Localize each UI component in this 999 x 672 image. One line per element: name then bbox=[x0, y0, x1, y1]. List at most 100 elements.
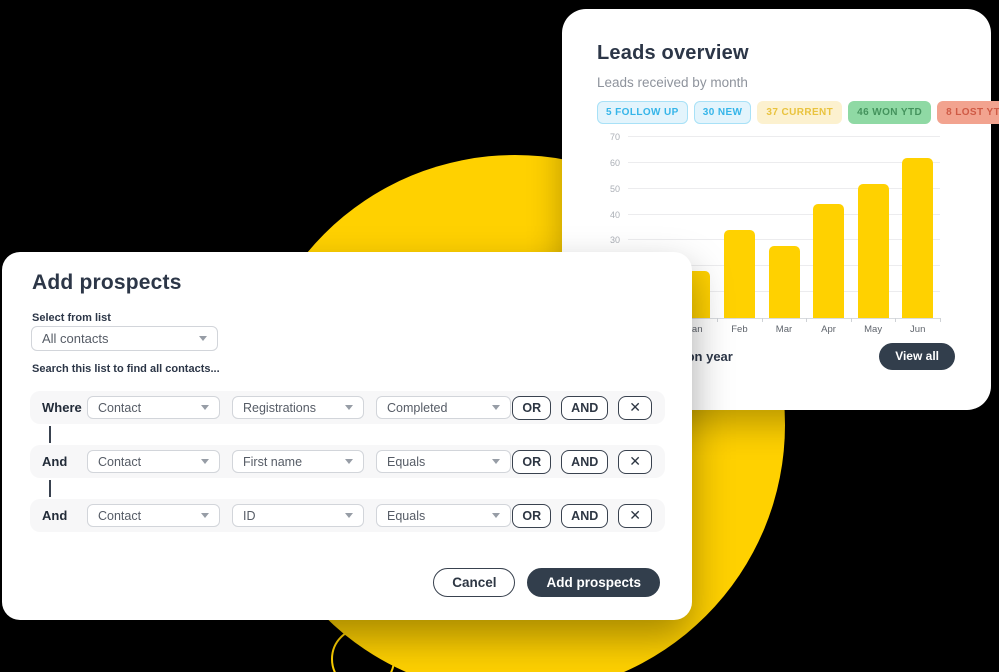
chart-bar-apr bbox=[813, 204, 845, 318]
operator-select[interactable]: Completed bbox=[376, 396, 511, 419]
remove-row-button[interactable]: ✕ bbox=[618, 395, 652, 420]
attribute-select[interactable]: ID bbox=[232, 504, 364, 527]
chevron-down-icon bbox=[345, 513, 353, 518]
field-select-value: Contact bbox=[98, 454, 142, 469]
or-button[interactable]: OR bbox=[512, 395, 552, 420]
gridline-60 bbox=[628, 161, 940, 163]
add-prospects-button[interactable]: Add prospects bbox=[527, 568, 660, 597]
chevron-down-icon bbox=[492, 459, 500, 464]
chevron-down-icon bbox=[201, 513, 209, 518]
chevron-down-icon bbox=[201, 459, 209, 464]
field-select[interactable]: Contact bbox=[87, 396, 220, 419]
leads-card-title: Leads overview bbox=[597, 42, 749, 64]
chart-bar-mar bbox=[768, 245, 800, 318]
row-connector-label: And bbox=[42, 454, 68, 469]
x-axis-line bbox=[628, 318, 940, 319]
gridline-50 bbox=[628, 187, 940, 189]
list-select[interactable]: All contacts bbox=[31, 326, 218, 351]
x-axis-tick bbox=[761, 318, 763, 322]
badge-37-current[interactable]: 37 CURRENT bbox=[757, 101, 843, 124]
badge-5-follow-up[interactable]: 5 FOLLOW UP bbox=[597, 101, 688, 124]
attribute-select[interactable]: First name bbox=[232, 450, 364, 473]
attribute-select[interactable]: Registrations bbox=[232, 396, 364, 419]
cancel-button[interactable]: Cancel bbox=[433, 568, 516, 597]
x-tick-label-jun: Jun bbox=[910, 324, 926, 335]
field-select[interactable]: Contact bbox=[87, 450, 220, 473]
x-axis-tick bbox=[940, 318, 941, 322]
x-tick-label-may: May bbox=[864, 324, 883, 335]
chevron-down-icon bbox=[492, 405, 500, 410]
field-select-value: Contact bbox=[98, 400, 142, 415]
operator-select-value: Equals bbox=[387, 454, 426, 469]
y-tick-label: 30 bbox=[609, 235, 620, 246]
badge-30-new[interactable]: 30 NEW bbox=[693, 101, 752, 124]
row-connector-label: And bbox=[42, 508, 68, 523]
operator-select-value: Completed bbox=[387, 400, 448, 415]
add-prospects-card: Add prospects Select from list All conta… bbox=[2, 252, 692, 620]
gridline-30 bbox=[628, 239, 940, 241]
select-from-list-label: Select from list bbox=[32, 312, 111, 324]
x-tick-label-feb: Feb bbox=[731, 324, 748, 335]
badge-46-won-ytd[interactable]: 46 WON YTD bbox=[848, 101, 932, 124]
x-axis-tick bbox=[717, 318, 719, 322]
x-tick-label-apr: Apr bbox=[821, 324, 836, 335]
remove-row-button[interactable]: ✕ bbox=[618, 449, 652, 474]
row-buttons: OR AND ✕ bbox=[512, 395, 652, 420]
view-all-button[interactable]: View all bbox=[879, 342, 955, 370]
connector-line bbox=[49, 480, 51, 497]
attribute-select-value: First name bbox=[243, 454, 303, 469]
x-axis-tick bbox=[895, 318, 897, 322]
or-button[interactable]: OR bbox=[512, 449, 552, 474]
filter-rows: Where Contact Registrations Completed OR AND ✕… bbox=[30, 391, 665, 532]
and-button[interactable]: AND bbox=[561, 395, 609, 420]
status-badges: 5 FOLLOW UP 30 NEW 37 CURRENT 46 WON YTD 8 L… bbox=[597, 101, 999, 124]
x-axis-tick bbox=[850, 318, 852, 322]
list-select-value: All contacts bbox=[42, 331, 109, 346]
operator-select-value: Equals bbox=[387, 508, 426, 523]
x-tick-label-mar: Mar bbox=[775, 324, 793, 335]
x-axis-tick bbox=[806, 318, 808, 322]
prospects-card-title: Add prospects bbox=[32, 271, 182, 294]
and-button[interactable]: AND bbox=[561, 503, 609, 528]
row-connector-label: Where bbox=[42, 400, 82, 415]
connector-line bbox=[49, 426, 51, 443]
field-select-value: Contact bbox=[98, 508, 142, 523]
chart-plot: 10203040506070DecJanFebMarAprMayJun bbox=[610, 132, 941, 335]
row-buttons: OR AND ✕ bbox=[512, 449, 652, 474]
badge-8-lost-ytd[interactable]: 8 LOST YTD bbox=[937, 101, 999, 124]
filter-row-3: And Contact ID Equals OR AND ✕ bbox=[30, 499, 665, 532]
and-button[interactable]: AND bbox=[561, 449, 609, 474]
attribute-select-value: ID bbox=[243, 508, 256, 523]
attribute-select-value: Registrations bbox=[243, 400, 316, 415]
row-connector bbox=[30, 424, 665, 445]
gridline-40 bbox=[628, 213, 940, 215]
chart-bar-may bbox=[857, 183, 889, 318]
field-select[interactable]: Contact bbox=[87, 504, 220, 527]
leads-card-subtitle: Leads received by month bbox=[597, 75, 748, 90]
filter-row-2: And Contact First name Equals OR AND ✕ bbox=[30, 445, 665, 478]
row-buttons: OR AND ✕ bbox=[512, 503, 652, 528]
chevron-down-icon bbox=[199, 336, 207, 341]
filter-row-1: Where Contact Registrations Completed OR AND ✕ bbox=[30, 391, 665, 424]
y-tick-label: 50 bbox=[609, 183, 620, 194]
x-tick-label-jan: Jan bbox=[687, 324, 703, 335]
chart-bar-jun bbox=[902, 157, 934, 318]
leads-overview-card: Leads overview Leads received by month 5… bbox=[562, 9, 999, 410]
remove-row-button[interactable]: ✕ bbox=[618, 503, 652, 528]
chevron-down-icon bbox=[201, 405, 209, 410]
chevron-down-icon bbox=[492, 513, 500, 518]
row-connector bbox=[30, 478, 665, 499]
y-tick-label: 70 bbox=[609, 132, 620, 142]
chevron-down-icon bbox=[345, 459, 353, 464]
y-tick-label: 40 bbox=[609, 209, 620, 220]
search-hint-label: Search this list to find all contacts... bbox=[32, 363, 220, 375]
gridline-70 bbox=[628, 136, 940, 137]
dialog-actions: Cancel Add prospects bbox=[433, 568, 660, 597]
operator-select[interactable]: Equals bbox=[376, 450, 511, 473]
operator-select[interactable]: Equals bbox=[376, 504, 511, 527]
chart-bar-feb bbox=[723, 230, 755, 318]
chevron-down-icon bbox=[345, 405, 353, 410]
or-button[interactable]: OR bbox=[512, 503, 552, 528]
y-tick-label: 60 bbox=[609, 157, 620, 168]
